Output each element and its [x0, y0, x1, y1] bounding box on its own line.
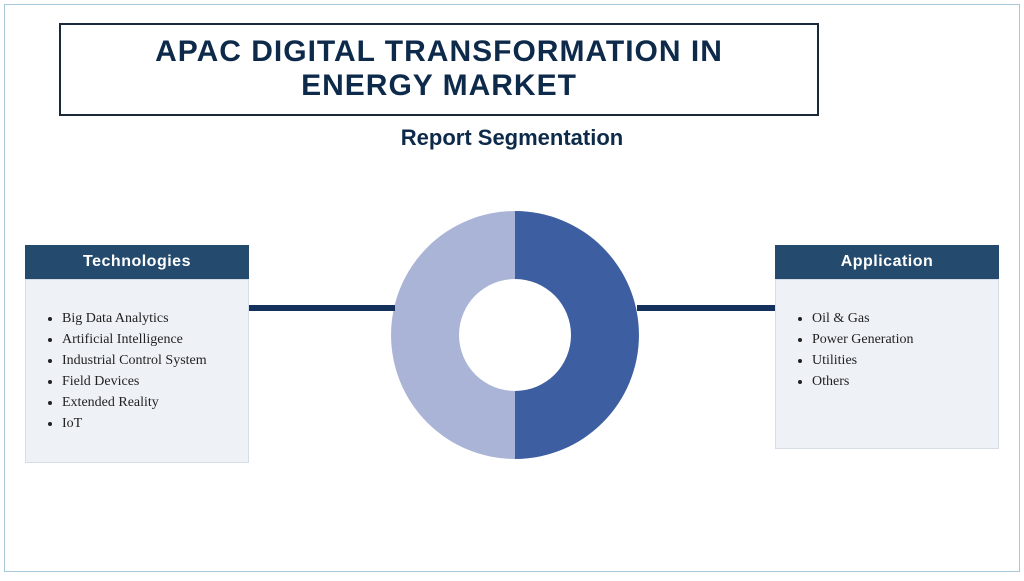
arrow-shaft: [245, 305, 395, 311]
list-item: Extended Reality: [62, 392, 230, 413]
arrow-shaft: [637, 305, 787, 311]
card-body: Big Data AnalyticsArtificial Intelligenc…: [25, 279, 249, 463]
arrow-right: [627, 305, 797, 311]
list-item: Big Data Analytics: [62, 308, 230, 329]
donut-slice-left: [391, 211, 515, 459]
technologies-list: Big Data AnalyticsArtificial Intelligenc…: [44, 308, 230, 434]
list-item: Power Generation: [812, 329, 980, 350]
list-item: Oil & Gas: [812, 308, 980, 329]
card-header: Technologies: [25, 245, 249, 279]
arrow-left: [235, 305, 405, 311]
card-body: Oil & GasPower GenerationUtilitiesOthers: [775, 279, 999, 449]
outer-frame: APAC DIGITAL TRANSFORMATION IN ENERGY MA…: [4, 4, 1020, 572]
list-item: Industrial Control System: [62, 350, 230, 371]
list-item: Utilities: [812, 350, 980, 371]
card-header: Application: [775, 245, 999, 279]
card-technologies: Technologies Big Data AnalyticsArtificia…: [25, 245, 249, 463]
application-list: Oil & GasPower GenerationUtilitiesOthers: [794, 308, 980, 392]
list-item: Others: [812, 371, 980, 392]
card-application: Application Oil & GasPower GenerationUti…: [775, 245, 999, 449]
list-item: Artificial Intelligence: [62, 329, 230, 350]
donut-slice-right: [515, 211, 639, 459]
list-item: IoT: [62, 413, 230, 434]
list-item: Field Devices: [62, 371, 230, 392]
